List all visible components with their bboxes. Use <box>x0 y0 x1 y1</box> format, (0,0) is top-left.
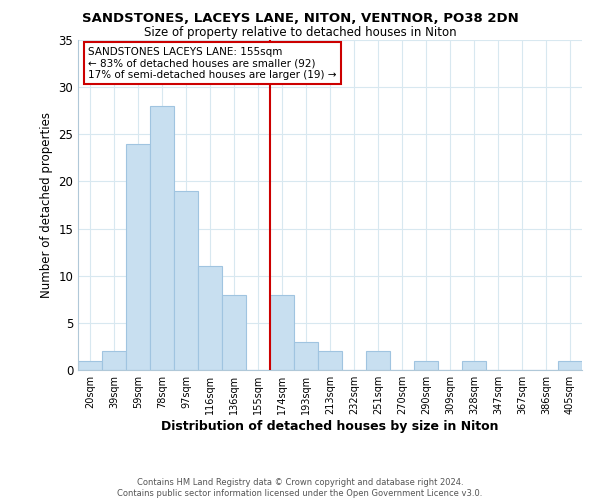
Bar <box>222 294 246 370</box>
Bar <box>198 266 222 370</box>
Text: SANDSTONES LACEYS LANE: 155sqm
← 83% of detached houses are smaller (92)
17% of : SANDSTONES LACEYS LANE: 155sqm ← 83% of … <box>88 46 337 80</box>
X-axis label: Distribution of detached houses by size in Niton: Distribution of detached houses by size … <box>161 420 499 433</box>
Bar <box>462 360 486 370</box>
Bar <box>78 360 102 370</box>
Bar <box>126 144 150 370</box>
Bar <box>414 360 438 370</box>
Bar <box>366 351 390 370</box>
Bar <box>102 351 126 370</box>
Bar <box>174 191 198 370</box>
Text: SANDSTONES, LACEYS LANE, NITON, VENTNOR, PO38 2DN: SANDSTONES, LACEYS LANE, NITON, VENTNOR,… <box>82 12 518 26</box>
Bar <box>270 294 294 370</box>
Text: Contains HM Land Registry data © Crown copyright and database right 2024.
Contai: Contains HM Land Registry data © Crown c… <box>118 478 482 498</box>
Bar <box>558 360 582 370</box>
Bar <box>150 106 174 370</box>
Text: Size of property relative to detached houses in Niton: Size of property relative to detached ho… <box>143 26 457 39</box>
Y-axis label: Number of detached properties: Number of detached properties <box>40 112 53 298</box>
Bar <box>294 342 318 370</box>
Bar <box>318 351 342 370</box>
